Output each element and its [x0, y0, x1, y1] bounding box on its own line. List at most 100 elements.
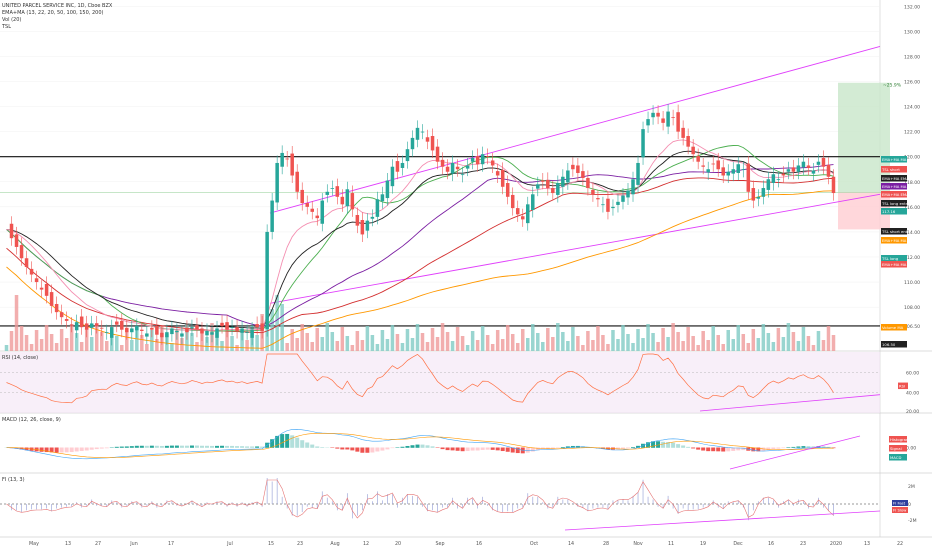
candle-body — [54, 303, 59, 313]
fi-tag — [892, 500, 908, 506]
price-tag — [881, 255, 907, 262]
macd-histogram-bar — [801, 446, 806, 448]
candle-body — [365, 220, 370, 231]
candle-body — [686, 136, 690, 147]
macd-histogram-bar — [310, 444, 315, 448]
fi-pane-label[interactable]: FI (13, 3) — [2, 477, 25, 483]
candle-body — [731, 169, 736, 174]
volume-bar — [591, 340, 595, 351]
macd-histogram-bar — [19, 447, 24, 450]
macd-histogram-bar — [285, 433, 290, 448]
macd-histogram-bar — [656, 441, 661, 448]
volume-bar — [240, 331, 244, 351]
candle-body — [330, 188, 335, 189]
candle-body — [290, 153, 294, 176]
macd-histogram-bar — [119, 446, 124, 448]
macd-histogram-bar — [255, 446, 260, 448]
tsl-indicator-label[interactable]: TSL — [2, 24, 12, 30]
candle-body — [455, 166, 460, 170]
macd-histogram-bar — [500, 447, 505, 452]
macd-histogram-bar — [400, 446, 405, 448]
volume-bar — [155, 339, 159, 351]
candle-body — [345, 189, 350, 207]
volume-bar — [29, 344, 34, 351]
volume-bar — [445, 332, 450, 351]
price-axis-tick: 130.00 — [904, 29, 920, 35]
candle-body — [581, 171, 585, 179]
volume-indicator-label[interactable]: Vol (20) — [2, 17, 22, 23]
volume-bar — [430, 328, 435, 351]
volume-bar — [360, 340, 365, 351]
candle-body — [801, 161, 806, 168]
candle-body — [120, 320, 124, 330]
candle-body — [450, 162, 455, 174]
candle-body — [395, 161, 400, 172]
volume-bar — [756, 338, 761, 351]
candle-body — [175, 330, 179, 333]
volume-bar — [365, 326, 370, 351]
time-axis-tick: Dec — [733, 541, 743, 547]
candle-body — [531, 194, 535, 210]
time-axis-tick: 27 — [95, 541, 101, 547]
volume-bar — [556, 323, 560, 351]
volume-bar — [465, 345, 470, 351]
macd-histogram-bar — [806, 446, 811, 448]
candle-body — [165, 332, 169, 338]
candle-body — [145, 333, 149, 337]
macd-histogram-bar — [240, 446, 245, 448]
volume-bar — [220, 341, 224, 351]
price-tag-label: EMA+MA MA 2 — [882, 157, 911, 162]
candle-body — [526, 204, 530, 224]
candle-body — [140, 329, 144, 331]
volume-bar — [405, 329, 410, 351]
volume-bar — [355, 331, 360, 351]
candle-body — [385, 180, 390, 199]
candle-body — [566, 170, 570, 183]
volume-bar — [270, 309, 274, 351]
volume-bar — [621, 325, 625, 351]
fi-trendline — [564, 510, 881, 531]
candle-body — [515, 208, 520, 215]
candle-body — [475, 156, 480, 165]
ema-indicator-label[interactable]: EMA+MA (13, 22, 20, 50, 100, 150, 200) — [2, 10, 104, 16]
macd-histogram-bar — [620, 447, 625, 449]
candle-body — [636, 162, 640, 185]
candle-body — [606, 198, 610, 212]
rsi-pane-label[interactable]: RSI (14, close) — [2, 355, 39, 361]
candle-body — [360, 220, 365, 235]
volume-bar — [490, 344, 495, 351]
price-axis-tick: 124.00 — [904, 105, 920, 111]
rsi-line — [6, 353, 834, 404]
price-tag-label: EMA+MA MA 3 — [882, 184, 911, 189]
time-axis-tick: 23 — [297, 541, 303, 547]
macd-pane-label[interactable]: MACD (12, 26, close, 9) — [2, 417, 61, 423]
macd-histogram-bar — [194, 445, 199, 448]
volume-bar — [776, 328, 781, 351]
time-axis-tick: 12 — [363, 541, 369, 547]
macd-histogram-bar — [144, 445, 149, 448]
volume-bar — [175, 329, 179, 351]
candle-body — [375, 199, 380, 217]
volume-bar — [64, 338, 69, 351]
candle-body — [551, 188, 555, 194]
candle-body — [536, 184, 540, 189]
candle-body — [596, 198, 600, 200]
volume-bar — [531, 324, 535, 351]
macd-histogram-bar — [74, 447, 79, 452]
volume-bar — [596, 326, 600, 351]
volume-bar — [415, 324, 420, 351]
fi-tag-label: FI Fast — [893, 501, 906, 506]
candle-body — [470, 157, 475, 162]
candle-body — [761, 188, 766, 197]
price-tag-label: EMA+MA MA 1 — [882, 262, 911, 267]
macd-histogram-bar — [776, 447, 781, 449]
candle-body — [220, 322, 224, 326]
candle-body — [681, 127, 685, 138]
macd-histogram-bar — [385, 447, 390, 450]
macd-histogram-bar — [315, 446, 320, 448]
macd-histogram-bar — [470, 447, 475, 451]
volume-bar — [786, 323, 791, 351]
volume-bar — [796, 341, 801, 351]
volume-bar — [470, 331, 475, 351]
macd-histogram-bar — [345, 447, 350, 450]
